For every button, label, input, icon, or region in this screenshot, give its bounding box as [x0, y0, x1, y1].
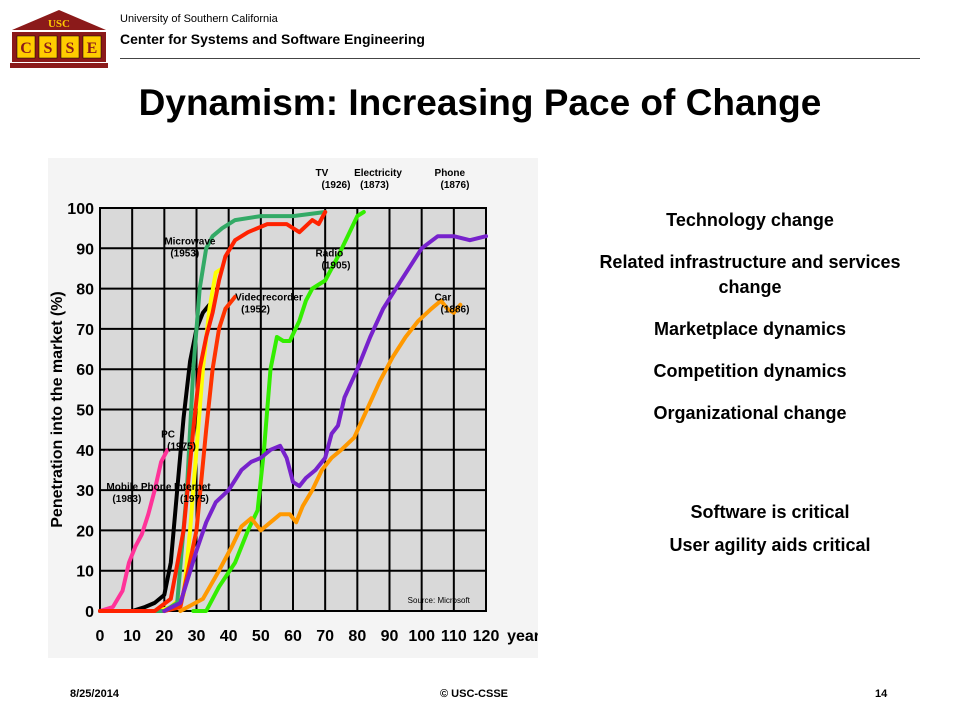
logo-base: [10, 63, 108, 68]
series-year-electricity: (1873): [360, 180, 389, 191]
x-tick-label: 20: [155, 628, 173, 645]
y-tick-label: 0: [85, 604, 94, 621]
x-tick-label: 10: [123, 628, 141, 645]
market-penetration-chart: 0 10 20 30 40 50 60 70 80 90 100 110 120 0 10 20 30 40 50 6…: [48, 158, 538, 658]
series-year-tv: (1926): [322, 180, 351, 191]
y-tick-label: 70: [76, 322, 94, 339]
series-line-mobile-phone: [98, 447, 170, 613]
series-year-mobile-phone: (1983): [112, 494, 141, 505]
logo-letter-tile: [60, 35, 80, 59]
x-tick-label: 40: [220, 628, 238, 645]
bullet-competition-dynamics: Competition dynamics: [653, 361, 847, 381]
series-year-radio: (1905): [322, 260, 351, 271]
source-note: Source: Microsoft: [408, 596, 471, 605]
software-critical-note: Software is critical: [690, 502, 850, 522]
x-tick-label: 80: [348, 628, 366, 645]
y-tick-label: 60: [76, 362, 94, 379]
series-year-microwave: (1953): [170, 248, 199, 259]
series-label-radio: Radio: [316, 248, 344, 259]
center-name: Center for Systems and Software Engineer…: [120, 31, 425, 47]
x-tick-label: 60: [284, 628, 302, 645]
y-tick-label: 30: [76, 483, 94, 500]
series-label-pc: PC: [161, 430, 175, 441]
logo-letter-tile: [82, 35, 102, 59]
x-tick-label: 90: [381, 628, 399, 645]
y-tick-label: 40: [76, 443, 94, 460]
series-label-phone: Phone: [435, 168, 466, 179]
bullet-list: Technology change Related infrastructure…: [590, 208, 910, 443]
x-tick-label: 0: [96, 628, 105, 645]
series-label-car: Car: [435, 293, 452, 304]
x-axis-label: years: [507, 628, 538, 645]
university-name: University of Southern California: [120, 13, 278, 25]
series-line-radio: [191, 210, 366, 613]
y-tick-label: 10: [76, 564, 94, 581]
series-year-internet: (1975): [180, 494, 209, 505]
y-tick-label: 90: [76, 241, 94, 258]
logo-letter-tile: [38, 35, 58, 59]
bullet-technology-change: Technology change: [666, 210, 834, 230]
series-year-pc: (1975): [167, 442, 196, 453]
series-year-phone: (1876): [441, 180, 470, 191]
x-tick-label: 110: [441, 628, 467, 645]
series-line-tv: [98, 210, 328, 613]
logo-letter: S: [66, 40, 75, 57]
bullet-infrastructure-change: Related infrastructure and services chan…: [599, 252, 901, 297]
critical-notes: Software is critical User agility aids c…: [600, 496, 940, 562]
x-tick-label: 100: [408, 628, 435, 645]
y-tick-label: 20: [76, 523, 94, 540]
series-label-tv: TV: [316, 168, 329, 179]
series-label-microwave: Microwave: [164, 236, 216, 247]
series-year-videorecorder: (1952): [241, 305, 270, 316]
y-axis-label: Penetration into the market (%): [49, 291, 66, 527]
bullet-organizational-change: Organizational change: [653, 403, 847, 423]
footer-page-number: 14: [875, 688, 888, 700]
logo-letter: C: [20, 40, 32, 57]
y-tick-label: 80: [76, 282, 94, 299]
bullet-marketplace-dynamics: Marketplace dynamics: [653, 319, 847, 339]
header-rule: [120, 58, 920, 59]
y-tick-label: 50: [76, 403, 94, 420]
series-label-videorecorder: Videorecorder: [235, 293, 303, 304]
series-label-electricity: Electricity: [354, 168, 402, 179]
x-tick-label: 120: [473, 628, 500, 645]
y-tick-label: 100: [67, 201, 94, 218]
slide-title: Dynamism: Increasing Pace of Change: [138, 82, 822, 123]
footer-date: 8/25/2014: [70, 688, 119, 700]
footer-copyright: © USC-CSSE: [440, 688, 509, 700]
logo-letter: S: [44, 40, 53, 57]
x-tick-label: 70: [316, 628, 334, 645]
series-label-mobile-phone: Mobile Phone: [106, 482, 171, 493]
user-agility-note: User agility aids critical: [669, 535, 871, 555]
x-tick-label: 30: [188, 628, 206, 645]
series-year-car: (1886): [441, 305, 470, 316]
series-line-electricity: [162, 234, 488, 613]
series-label-internet: Internet: [174, 482, 211, 493]
logo-usc-text: USC: [48, 18, 70, 30]
x-tick-label: 50: [252, 628, 270, 645]
logo-letter: E: [87, 40, 98, 57]
logo-roof: [12, 10, 106, 30]
logo-letter-tile: [16, 35, 36, 59]
series-line-car: [178, 298, 463, 613]
